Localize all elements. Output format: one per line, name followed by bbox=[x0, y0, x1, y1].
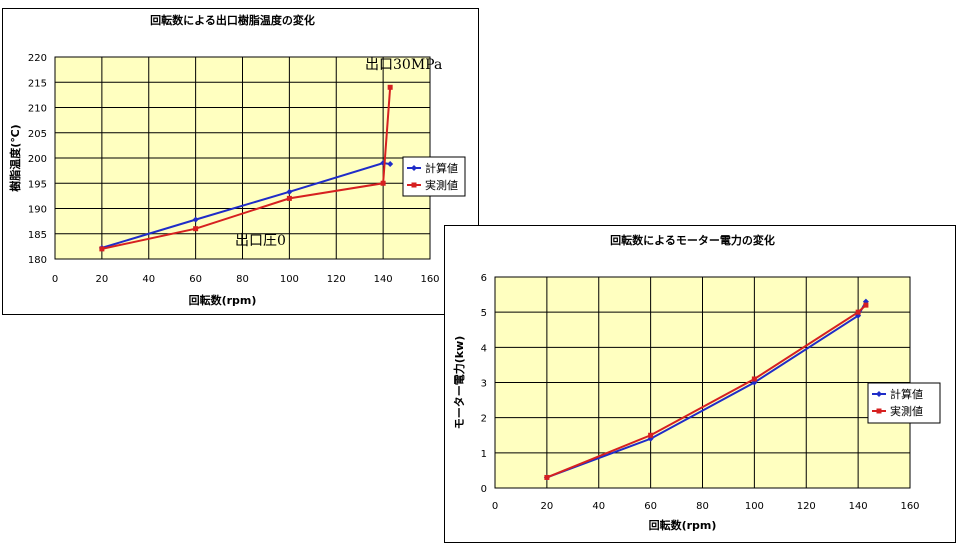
x-tick-label: 120 bbox=[797, 501, 816, 512]
data-point-calculated bbox=[286, 188, 293, 195]
y-tick-label: 185 bbox=[28, 230, 47, 241]
chart-annotation: 出口圧0 bbox=[235, 233, 286, 249]
legend-marker-calculated bbox=[411, 165, 417, 171]
data-point-measured bbox=[751, 376, 757, 382]
x-tick-label: 0 bbox=[492, 501, 498, 512]
x-tick-label: 0 bbox=[52, 274, 58, 285]
legend-label: 計算値 bbox=[425, 161, 458, 175]
y-tick-label: 0 bbox=[481, 484, 487, 495]
data-point-calculated bbox=[192, 216, 199, 223]
chart-title: 回転数による出口樹脂温度の変化 bbox=[150, 13, 315, 27]
legend-marker-measured bbox=[876, 408, 882, 414]
data-point-measured bbox=[380, 180, 386, 186]
legend-label: 実測値 bbox=[890, 404, 923, 418]
y-tick-label: 1 bbox=[481, 449, 487, 460]
y-axis-title: モーター電力(kw) bbox=[452, 336, 466, 430]
x-axis-title: 回転数(rpm) bbox=[649, 518, 717, 532]
legend-label: 実測値 bbox=[425, 178, 458, 192]
x-tick-label: 40 bbox=[142, 274, 155, 285]
chart-motor-power-svg: 回転数によるモーター電力の変化 0 20 40 60 80 100 120 140 160 0 1 2 3… bbox=[452, 233, 941, 532]
x-tick-label: 40 bbox=[592, 501, 605, 512]
y-tick-label: 190 bbox=[28, 205, 47, 216]
legend-label: 計算値 bbox=[890, 387, 923, 401]
data-point-calculated bbox=[387, 161, 394, 168]
y-tick-label: 6 bbox=[481, 273, 487, 284]
chart-motor-power: 回転数によるモーター電力の変化 0 20 40 60 80 100 120 140 160 0 1 2 3… bbox=[444, 225, 956, 543]
data-point-measured bbox=[99, 246, 105, 252]
y-tick-label: 4 bbox=[481, 343, 487, 354]
x-tick-label: 100 bbox=[280, 274, 299, 285]
data-point-measured bbox=[387, 84, 393, 90]
y-axis-title: 樹脂温度(℃) bbox=[8, 124, 22, 191]
y-tick-label: 180 bbox=[28, 255, 47, 266]
legend-marker-calculated bbox=[876, 391, 882, 397]
x-tick-label: 80 bbox=[236, 274, 249, 285]
y-tick-label: 215 bbox=[28, 78, 47, 89]
y-tick-label: 200 bbox=[28, 154, 47, 165]
chart-title: 回転数によるモーター電力の変化 bbox=[610, 233, 775, 247]
legend-box bbox=[402, 156, 466, 197]
legend-box bbox=[867, 382, 941, 424]
y-tick-label: 205 bbox=[28, 129, 47, 140]
x-tick-label: 140 bbox=[374, 274, 393, 285]
chart-resin-temperature-svg: 回転数による出口樹脂温度の変化 0 20 40 60 80 100 120 140 160 180 1… bbox=[8, 13, 466, 307]
data-point-measured bbox=[544, 474, 550, 480]
chart-annotation: 出口30MPa bbox=[365, 57, 442, 73]
y-tick-label: 210 bbox=[28, 104, 47, 115]
data-point-measured bbox=[193, 226, 199, 232]
data-point-measured bbox=[855, 309, 861, 315]
x-tick-label: 160 bbox=[420, 274, 439, 285]
data-point-measured bbox=[286, 195, 292, 201]
y-tick-label: 5 bbox=[481, 308, 487, 319]
x-tick-label: 60 bbox=[189, 274, 202, 285]
x-axis-title: 回転数(rpm) bbox=[189, 293, 257, 307]
x-tick-label: 20 bbox=[96, 274, 109, 285]
x-tick-label: 20 bbox=[541, 501, 554, 512]
x-tick-label: 140 bbox=[849, 501, 868, 512]
x-tick-label: 120 bbox=[327, 274, 346, 285]
data-point-measured bbox=[863, 302, 869, 308]
data-point-measured bbox=[648, 432, 654, 438]
x-tick-label: 160 bbox=[900, 501, 919, 512]
y-tick-label: 3 bbox=[481, 379, 487, 390]
y-tick-label: 195 bbox=[28, 179, 47, 190]
chart-resin-temperature: 回転数による出口樹脂温度の変化 0 20 40 60 80 100 120 140 160 180 1… bbox=[2, 8, 479, 315]
y-tick-label: 2 bbox=[481, 414, 487, 425]
legend-marker-measured bbox=[411, 182, 417, 188]
x-tick-label: 100 bbox=[745, 501, 764, 512]
y-tick-label: 220 bbox=[28, 53, 47, 64]
x-tick-label: 60 bbox=[644, 501, 657, 512]
x-tick-label: 80 bbox=[696, 501, 709, 512]
